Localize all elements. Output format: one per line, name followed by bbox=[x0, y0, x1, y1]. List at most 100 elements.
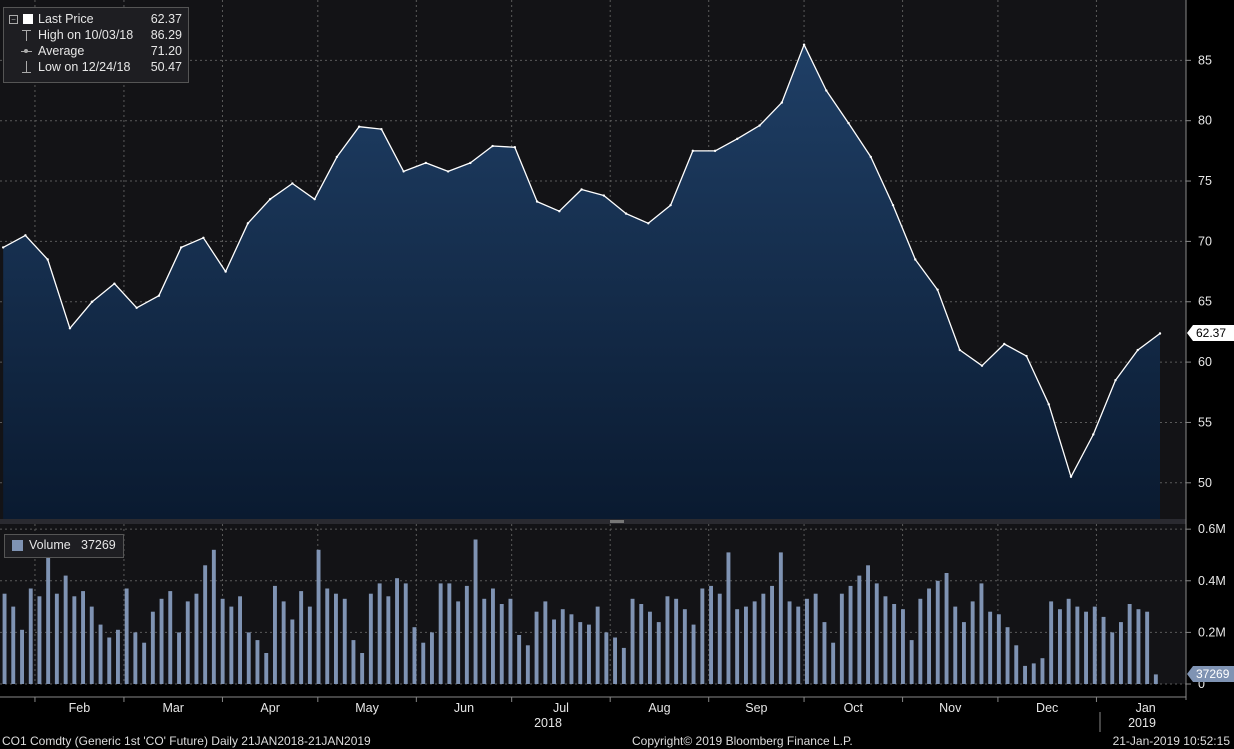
price-point bbox=[91, 301, 93, 303]
volume-bar bbox=[1067, 599, 1071, 684]
volume-bar bbox=[1049, 601, 1053, 684]
volume-bar bbox=[831, 643, 835, 684]
volume-bar bbox=[796, 607, 800, 684]
volume-bar bbox=[910, 640, 914, 684]
volume-bar bbox=[212, 550, 216, 684]
high-marker-icon bbox=[26, 30, 27, 41]
legend-value-average: 71.20 bbox=[151, 43, 182, 59]
x-month-label: Jun bbox=[454, 701, 474, 715]
volume-bar bbox=[840, 594, 844, 684]
volume-bar bbox=[343, 599, 347, 684]
last-volume-tag-text: 37269 bbox=[1196, 667, 1230, 681]
volume-bar bbox=[570, 614, 574, 684]
price-point bbox=[291, 182, 293, 184]
volume-bar bbox=[761, 594, 765, 684]
price-point bbox=[625, 212, 627, 214]
volume-bar bbox=[3, 594, 7, 684]
volume-bar bbox=[1110, 632, 1114, 684]
price-y-tick-label: 85 bbox=[1198, 53, 1212, 67]
price-y-tick-label: 70 bbox=[1198, 234, 1212, 248]
price-point bbox=[847, 122, 849, 124]
volume-bar bbox=[99, 625, 103, 684]
legend-value-low: 50.47 bbox=[151, 59, 182, 75]
volume-bar bbox=[116, 630, 120, 684]
price-point bbox=[870, 156, 872, 158]
price-point bbox=[69, 327, 71, 329]
low-marker-icon bbox=[26, 61, 27, 72]
volume-bar bbox=[604, 632, 608, 684]
volume-bar bbox=[596, 607, 600, 684]
splitter-grip[interactable] bbox=[610, 520, 624, 523]
volume-bar bbox=[325, 589, 329, 685]
price-point bbox=[580, 188, 582, 190]
footer-security-info: CO1 Comdty (Generic 1st 'CO' Future) Dai… bbox=[2, 733, 371, 749]
volume-bar bbox=[866, 565, 870, 684]
volume-bar bbox=[20, 630, 24, 684]
price-y-tick-label: 60 bbox=[1198, 355, 1212, 369]
price-point bbox=[1070, 476, 1072, 478]
volume-bar bbox=[1075, 607, 1079, 684]
volume-bar bbox=[447, 583, 451, 684]
price-y-tick-label: 75 bbox=[1198, 174, 1212, 188]
volume-bar bbox=[561, 609, 565, 684]
legend-label-average: Average bbox=[38, 43, 84, 59]
volume-bar bbox=[735, 609, 739, 684]
price-point bbox=[380, 128, 382, 130]
volume-bar bbox=[264, 653, 268, 684]
last-price-tag-text: 62.37 bbox=[1196, 326, 1226, 340]
volume-bar bbox=[1084, 612, 1088, 684]
volume-legend-label: Volume bbox=[29, 538, 71, 552]
volume-bar bbox=[64, 576, 68, 684]
price-y-tick-label: 80 bbox=[1198, 114, 1212, 128]
volume-bar bbox=[107, 638, 111, 685]
volume-bar bbox=[256, 640, 260, 684]
volume-bar bbox=[805, 599, 809, 684]
volume-bar bbox=[674, 599, 678, 684]
volume-bar bbox=[386, 596, 390, 684]
volume-bar bbox=[439, 583, 443, 684]
price-point bbox=[46, 258, 48, 260]
volume-y-tick-label: 0.4M bbox=[1198, 574, 1226, 588]
x-month-label: Nov bbox=[939, 701, 962, 715]
price-point bbox=[558, 210, 560, 212]
price-legend: − Last Price 62.37 High on 10/03/18 86.2… bbox=[3, 7, 189, 83]
volume-bar bbox=[517, 635, 521, 684]
volume-bar bbox=[1023, 666, 1027, 684]
volume-bar bbox=[526, 645, 530, 684]
volume-bar bbox=[474, 540, 478, 685]
price-point bbox=[714, 150, 716, 152]
price-point bbox=[313, 198, 315, 200]
price-point bbox=[936, 288, 938, 290]
volume-bar bbox=[587, 625, 591, 684]
volume-bar bbox=[779, 552, 783, 684]
price-point bbox=[1137, 349, 1139, 351]
price-point bbox=[447, 170, 449, 172]
price-point bbox=[402, 170, 404, 172]
volume-bar bbox=[814, 594, 818, 684]
collapse-toggle-icon[interactable]: − bbox=[9, 15, 18, 24]
volume-bar bbox=[55, 594, 59, 684]
volume-bar bbox=[290, 620, 294, 685]
volume-bar bbox=[509, 599, 513, 684]
panel-splitter[interactable] bbox=[0, 519, 1186, 524]
volume-bar bbox=[421, 643, 425, 684]
volume-bar bbox=[744, 607, 748, 684]
volume-bar bbox=[1145, 612, 1149, 684]
volume-bar bbox=[1058, 609, 1062, 684]
volume-bar bbox=[875, 583, 879, 684]
volume-bar bbox=[90, 607, 94, 684]
volume-bar bbox=[1119, 622, 1123, 684]
price-point bbox=[135, 307, 137, 309]
price-point bbox=[469, 162, 471, 164]
price-point bbox=[981, 365, 983, 367]
volume-bar bbox=[884, 596, 888, 684]
volume-bar bbox=[988, 612, 992, 684]
volume-bar bbox=[482, 599, 486, 684]
volume-bar bbox=[430, 632, 434, 684]
volume-bar bbox=[945, 573, 949, 684]
price-point bbox=[1159, 332, 1161, 334]
price-point bbox=[24, 234, 26, 236]
volume-bar bbox=[247, 632, 251, 684]
volume-bar bbox=[500, 604, 504, 684]
